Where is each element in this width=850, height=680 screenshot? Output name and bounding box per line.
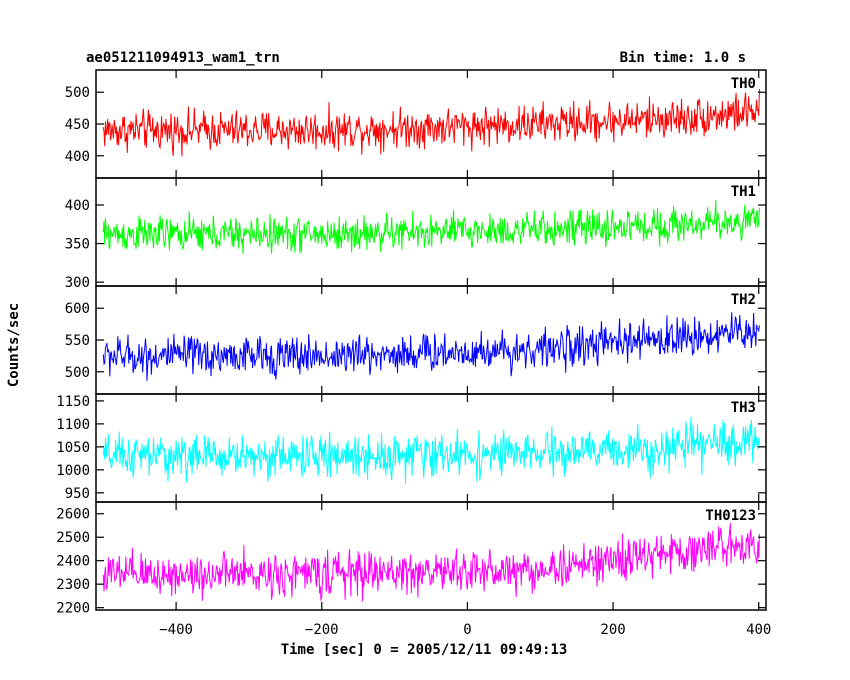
bin-time-label: Bin time: 1.0 s bbox=[620, 50, 746, 66]
panel-label-th3: TH3 bbox=[731, 400, 756, 416]
y-tick-label: 2200 bbox=[56, 601, 90, 617]
y-tick-label: 1000 bbox=[56, 463, 90, 479]
panel-frame bbox=[95, 501, 767, 611]
y-tick-label: 1100 bbox=[56, 417, 90, 433]
y-tick-label: 950 bbox=[65, 486, 90, 502]
y-tick-label: 300 bbox=[65, 275, 90, 291]
y-tick-label: 2300 bbox=[56, 577, 90, 593]
x-tick-label: 400 bbox=[746, 622, 771, 638]
series-line-th2 bbox=[102, 312, 760, 381]
series-line-th0 bbox=[102, 88, 760, 157]
y-tick-label: 2600 bbox=[56, 507, 90, 523]
panels-group: 400 450 500 TH0 300 350 400 TH1 500 550 600 TH2 950 1… bbox=[56, 69, 771, 638]
panel-label-th2: TH2 bbox=[731, 292, 756, 308]
y-tick-label: 500 bbox=[65, 365, 90, 381]
x-tick-label: −200 bbox=[305, 622, 339, 638]
chart-title: ae051211094913_wam1_trn bbox=[86, 50, 280, 66]
x-tick-label: 200 bbox=[600, 622, 625, 638]
y-tick-label: 1050 bbox=[56, 440, 90, 456]
y-tick-label: 2400 bbox=[56, 554, 90, 570]
x-tick-label: 0 bbox=[463, 622, 471, 638]
y-tick-label: 550 bbox=[65, 333, 90, 349]
panel-label-th1: TH1 bbox=[731, 184, 756, 200]
series-line-th0123 bbox=[102, 523, 760, 602]
y-axis-label: Counts/sec bbox=[6, 303, 22, 387]
series-line-th1 bbox=[102, 200, 760, 254]
y-tick-label: 400 bbox=[65, 149, 90, 165]
y-tick-label: 350 bbox=[65, 237, 90, 253]
y-tick-label: 500 bbox=[65, 85, 90, 101]
panel-label-th0123: TH0123 bbox=[705, 508, 756, 524]
y-tick-label: 450 bbox=[65, 117, 90, 133]
x-tick-label: −400 bbox=[159, 622, 193, 638]
panel-label-th0: TH0 bbox=[731, 76, 756, 92]
y-tick-label: 600 bbox=[65, 301, 90, 317]
y-tick-label: 400 bbox=[65, 198, 90, 214]
y-tick-label: 2500 bbox=[56, 530, 90, 546]
x-axis-label: Time [sec] 0 = 2005/12/11 09:49:13 bbox=[281, 642, 568, 658]
series-line-th3 bbox=[102, 416, 760, 484]
y-tick-label: 1150 bbox=[56, 394, 90, 410]
